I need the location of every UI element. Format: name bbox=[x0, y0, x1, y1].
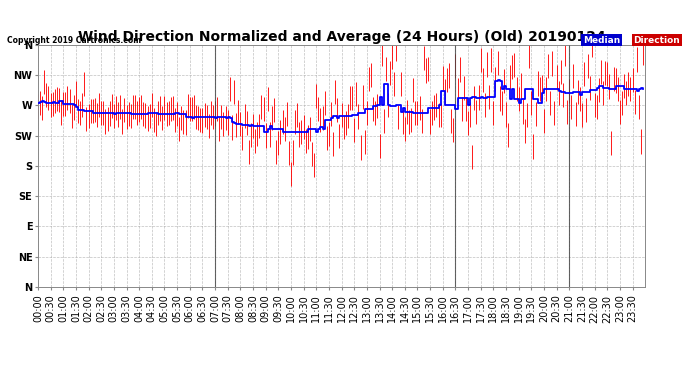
Text: Copyright 2019 Cartronics.com: Copyright 2019 Cartronics.com bbox=[7, 36, 141, 45]
Text: Direction: Direction bbox=[633, 36, 680, 45]
Title: Wind Direction Normalized and Average (24 Hours) (Old) 20190124: Wind Direction Normalized and Average (2… bbox=[78, 30, 605, 44]
Text: Median: Median bbox=[583, 36, 620, 45]
